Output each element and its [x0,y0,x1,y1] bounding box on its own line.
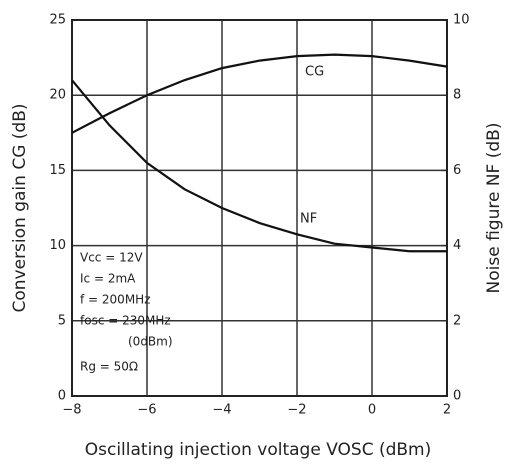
y2-tick-label: 4 [453,238,461,253]
y-tick-label: 15 [49,163,66,178]
x-tick-label: −4 [212,403,231,418]
y-axis-label: Conversion gain CG (dB) [10,104,30,313]
series-line [71,53,448,134]
x-tick-label: −2 [287,403,306,418]
y2-tick-label: 10 [453,13,470,28]
annotation: Rg = 50Ω [80,360,138,374]
y-tick-label: 20 [49,88,66,103]
annotation: fosc = 230MHz [80,314,171,328]
series-label: NF [300,212,317,227]
annotation: Ic = 2mA [80,272,136,286]
y2-tick-label: 2 [453,313,461,328]
plot-frame [71,19,448,397]
x-axis-label: Oscillating injection voltage VOSC (dBm) [85,440,432,460]
annotation: f = 200MHz [80,293,151,307]
x-tick-label: 2 [443,403,451,418]
y2-tick-label: 8 [453,88,461,103]
y-tick-label: 10 [49,238,66,253]
y-tick-label: 5 [58,313,66,328]
y2-axis-label: Noise figure NF (dB) [484,123,504,294]
y-tick-label: 25 [49,13,66,28]
series-line [71,79,447,253]
annotation: Vcc = 12V [80,251,143,265]
annotation: (0dBm) [128,335,173,349]
x-tick-label: −6 [137,403,156,418]
y2-tick-label: 6 [453,163,461,178]
y-tick-label: 0 [58,389,66,404]
series-label: CG [305,65,324,80]
x-tick-label: 0 [368,403,376,418]
y2-tick-label: 0 [453,389,461,404]
x-tick-label: −8 [62,403,81,418]
